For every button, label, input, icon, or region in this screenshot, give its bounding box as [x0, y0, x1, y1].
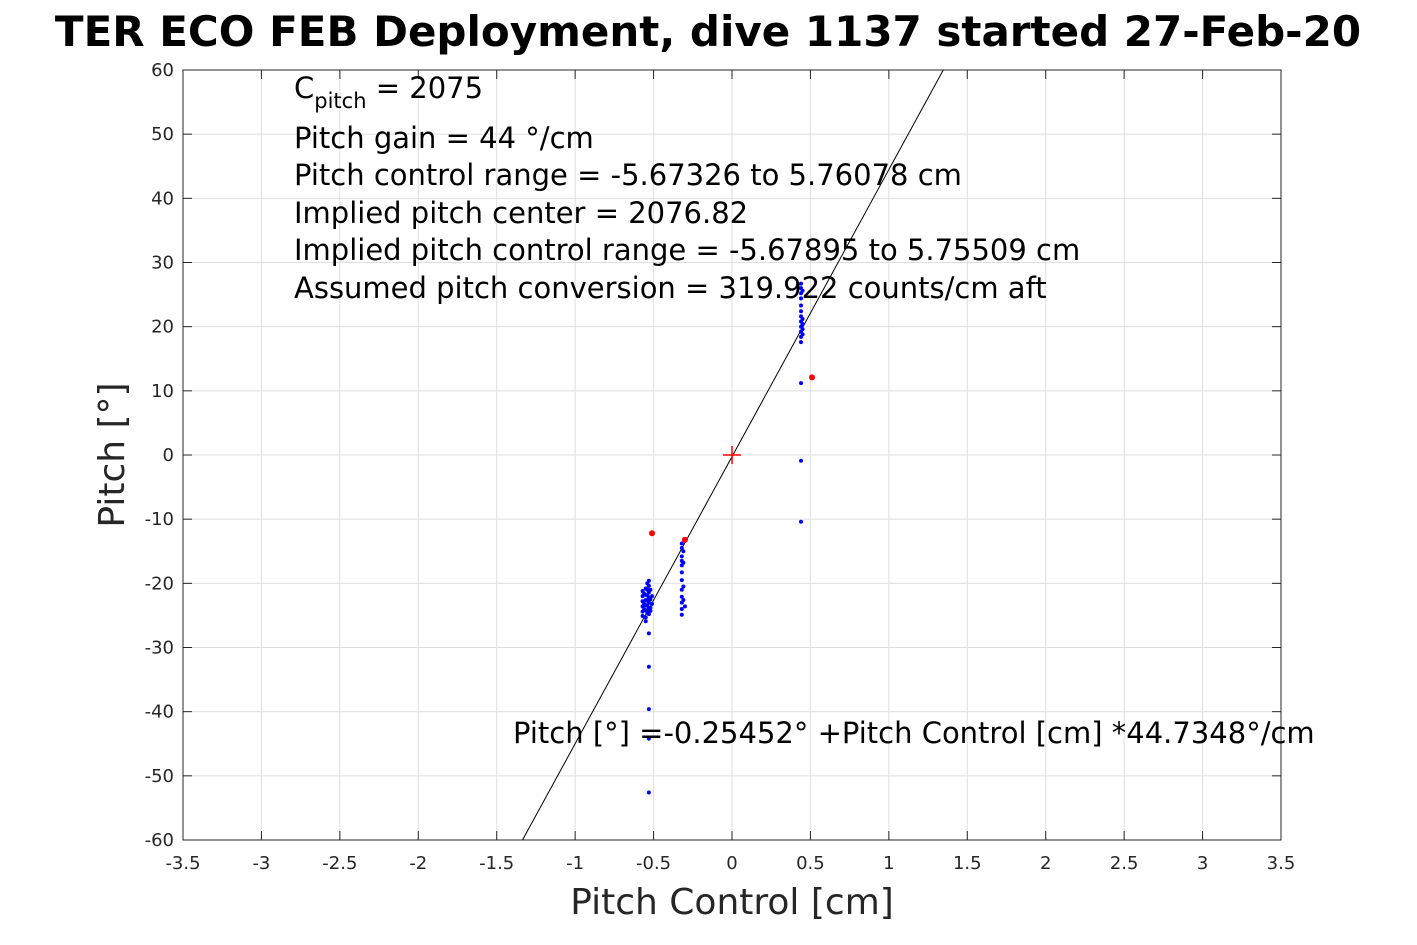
chart-title: TER ECO FEB Deployment, dive 1137 starte…	[55, 7, 1361, 56]
data-point	[799, 458, 804, 463]
x-tick-label: 2	[1040, 853, 1051, 874]
y-tick-label: -30	[145, 638, 174, 659]
data-point	[679, 570, 684, 575]
annotation-pitch-gain: Pitch gain = 44 °/cm	[294, 121, 594, 155]
data-point	[646, 664, 651, 669]
data-point	[679, 578, 684, 583]
data-point	[800, 316, 805, 321]
y-tick-label: 60	[151, 60, 174, 81]
x-tick-label: -2	[409, 853, 427, 874]
data-point	[799, 303, 804, 308]
data-point	[800, 332, 805, 337]
y-axis-label: Pitch [°]	[92, 382, 133, 527]
annotation-assumed-pitch-conversion: Assumed pitch conversion = 319.922 count…	[294, 271, 1047, 305]
axis-ticks	[182, 69, 1282, 841]
y-tick-label: 10	[151, 381, 174, 402]
x-tick-label: 2.5	[1110, 853, 1139, 874]
c-pitch-prefix: C	[294, 71, 314, 105]
data-point	[800, 327, 805, 332]
data-point	[681, 549, 686, 554]
data-point	[679, 612, 684, 617]
data-point	[808, 374, 815, 381]
annotation-pitch-control-range: Pitch control range = -5.67326 to 5.7607…	[294, 158, 962, 192]
data-point	[646, 631, 651, 636]
data-point	[681, 536, 688, 543]
data-point	[799, 296, 804, 301]
data-point	[800, 322, 805, 327]
data-point	[646, 707, 651, 712]
data-point	[646, 583, 651, 588]
data-point	[799, 309, 804, 314]
y-tick-label: -50	[145, 766, 174, 787]
data-point	[799, 381, 804, 386]
data-point	[681, 598, 686, 603]
x-tick-label: 1	[883, 853, 894, 874]
data-point	[682, 604, 687, 609]
y-tick-label: -10	[145, 509, 174, 530]
data-point	[646, 790, 651, 795]
x-tick-label: -0.5	[636, 853, 671, 874]
data-point	[679, 587, 684, 592]
data-point	[643, 615, 648, 620]
y-tick-label: 20	[151, 317, 174, 338]
data-point	[799, 281, 804, 286]
y-tick-label: 30	[151, 253, 174, 274]
x-tick-label: -1.5	[479, 853, 514, 874]
x-tick-label: 1.5	[953, 853, 982, 874]
y-tick-label: 0	[163, 445, 174, 466]
data-points	[640, 281, 815, 795]
data-point	[643, 619, 648, 624]
x-tick-label: -3	[252, 853, 270, 874]
data-point	[799, 519, 804, 524]
data-point	[650, 601, 655, 606]
fit-equation: Pitch [°] =-0.25452° +Pitch Control [cm]…	[513, 716, 1315, 750]
y-tick-label: 50	[151, 124, 174, 145]
y-tick-label: -60	[145, 830, 174, 851]
data-point	[646, 600, 651, 605]
data-point	[681, 560, 686, 565]
data-point	[640, 614, 645, 619]
c-pitch-sub: pitch	[314, 89, 366, 113]
data-point	[648, 608, 653, 613]
y-tick-label: -40	[145, 702, 174, 723]
x-tick-label: -2.5	[322, 853, 357, 874]
data-point	[799, 340, 804, 345]
data-point	[679, 554, 684, 559]
annotation-implied-pitch-control-range: Implied pitch control range = -5.67895 t…	[294, 233, 1080, 267]
y-tick-label: 40	[151, 188, 174, 209]
data-point	[679, 541, 684, 546]
x-axis-label: Pitch Control [cm]	[570, 882, 894, 923]
data-point	[679, 594, 684, 599]
data-point	[646, 612, 651, 617]
data-point	[679, 607, 684, 611]
data-point	[650, 594, 655, 599]
c-pitch-annotation: Cpitch = 2075	[294, 71, 483, 113]
data-point	[646, 736, 651, 741]
x-tick-label: -3.5	[165, 853, 200, 874]
x-tick-label: 0	[726, 853, 737, 874]
data-point	[648, 605, 653, 610]
data-point	[800, 288, 805, 293]
x-tick-label: -1	[566, 853, 584, 874]
data-point	[649, 530, 656, 537]
grid	[183, 70, 1281, 840]
data-point	[648, 597, 653, 602]
y-tick-label: -20	[145, 573, 174, 594]
x-tick-label: 0.5	[796, 853, 825, 874]
x-tick-labels: -3.5 -3 -2.5 -2 -1.5 -1 -0.5 0 0.5 1 1.5 2 2.5 3 3.5	[165, 853, 1295, 874]
data-point	[681, 584, 686, 589]
annotation-implied-pitch-center: Implied pitch center = 2076.82	[294, 196, 748, 230]
data-point	[648, 587, 653, 592]
center-marker	[723, 446, 741, 464]
c-pitch-value: = 2075	[367, 71, 484, 105]
x-tick-label: 3.5	[1267, 853, 1296, 874]
y-tick-labels: -60 -50 -40 -30 -20 -10 0 10 20 30 40 50 60	[145, 60, 174, 851]
x-tick-label: 3	[1197, 853, 1208, 874]
data-point	[679, 546, 684, 551]
data-point	[646, 578, 651, 583]
